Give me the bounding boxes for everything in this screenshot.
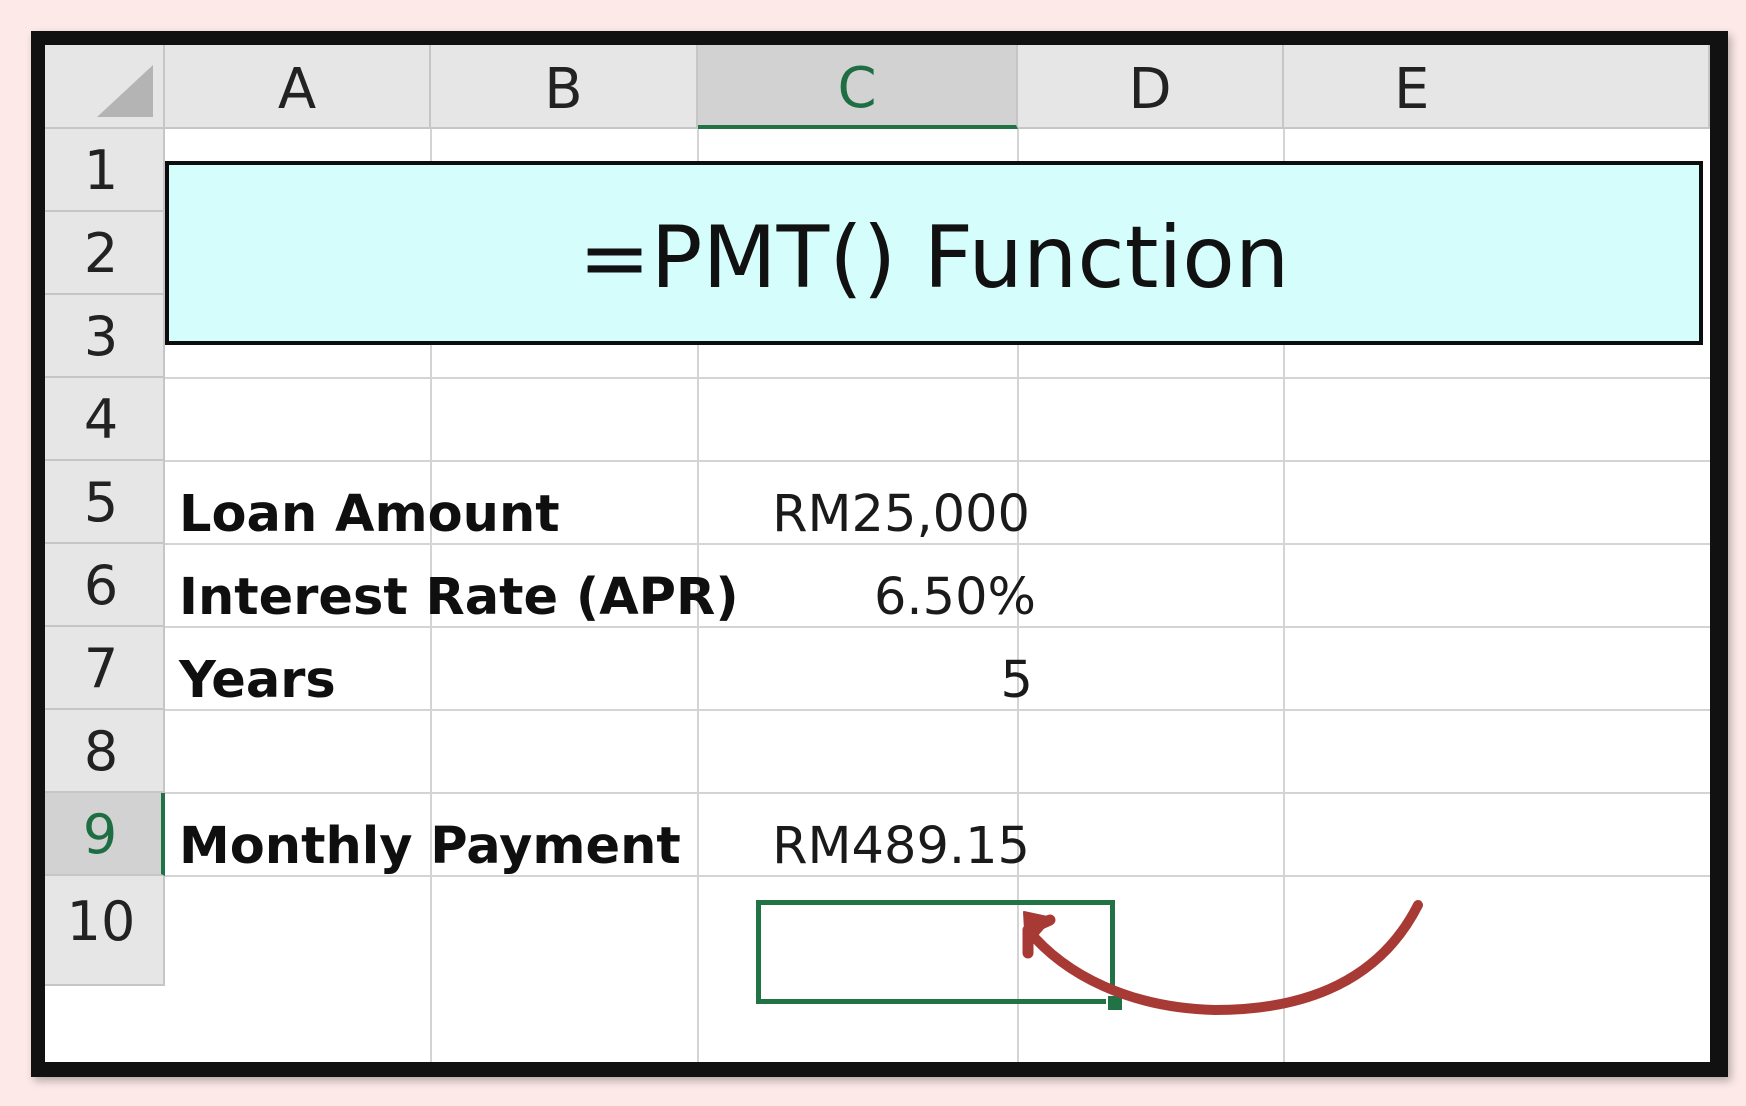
- row-header-6[interactable]: 6: [45, 544, 165, 627]
- spreadsheet-grid: A B C D E 1 2 3 4 5 6 7 8 9 10 =PMT() Fu…: [45, 45, 1710, 1062]
- row-header-10[interactable]: 10: [45, 876, 165, 986]
- row-header-5[interactable]: 5: [45, 461, 165, 544]
- grid-line: [697, 129, 699, 1062]
- fill-handle[interactable]: [1106, 994, 1124, 1012]
- column-header-d[interactable]: D: [1018, 45, 1284, 129]
- row-header-2[interactable]: 2: [45, 212, 165, 295]
- loan-amount-label[interactable]: Loan Amount: [179, 485, 560, 544]
- grid-line: [165, 875, 1710, 877]
- loan-amount-value[interactable]: RM25,000: [772, 485, 1030, 544]
- row-header-3[interactable]: 3: [45, 295, 165, 378]
- years-value[interactable]: 5: [1000, 651, 1033, 710]
- grid-line: [430, 129, 432, 1062]
- years-label[interactable]: Years: [179, 651, 336, 710]
- row-header-4[interactable]: 4: [45, 378, 165, 461]
- interest-rate-value[interactable]: 6.50%: [873, 568, 1036, 627]
- grid-line: [165, 709, 1710, 711]
- grid-line: [165, 792, 1710, 794]
- grid-line: [165, 460, 1710, 462]
- column-header-c[interactable]: C: [698, 45, 1018, 129]
- title-cell[interactable]: =PMT() Function: [165, 161, 1703, 345]
- grid-line: [165, 377, 1710, 379]
- row-header-8[interactable]: 8: [45, 710, 165, 793]
- grid-line: [1017, 129, 1019, 1062]
- grid-line: [165, 626, 1710, 628]
- grid-line: [1283, 129, 1285, 1062]
- column-header-e[interactable]: E: [1284, 45, 1710, 129]
- select-all-button[interactable]: [45, 45, 165, 129]
- grid-line: [165, 543, 1710, 545]
- monthly-payment-label[interactable]: Monthly Payment: [179, 817, 681, 876]
- interest-rate-label[interactable]: Interest Rate (APR): [179, 568, 739, 627]
- row-header-7[interactable]: 7: [45, 627, 165, 710]
- row-header-1[interactable]: 1: [45, 129, 165, 212]
- selected-cell-c9[interactable]: [756, 900, 1115, 1004]
- column-header-b[interactable]: B: [431, 45, 698, 129]
- monthly-payment-value[interactable]: RM489.15: [772, 817, 1030, 876]
- select-all-triangle-icon: [97, 65, 153, 117]
- row-header-9[interactable]: 9: [45, 793, 165, 876]
- column-header-a[interactable]: A: [165, 45, 431, 129]
- spreadsheet-frame: A B C D E 1 2 3 4 5 6 7 8 9 10 =PMT() Fu…: [31, 31, 1728, 1077]
